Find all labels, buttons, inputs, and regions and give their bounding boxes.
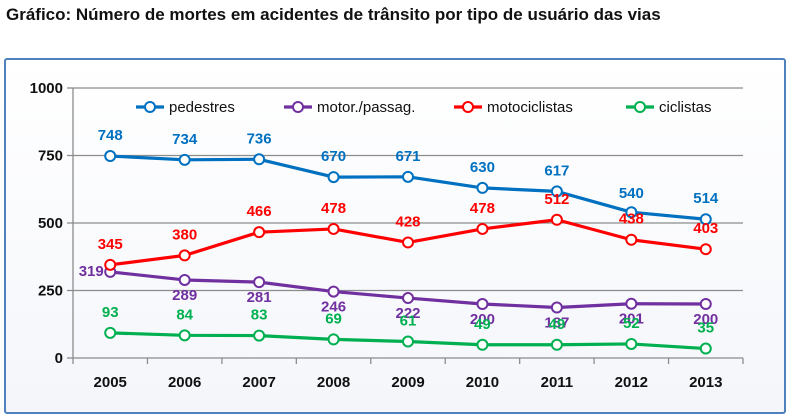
data-label: 35 <box>697 320 714 337</box>
data-label: 83 <box>251 307 268 324</box>
data-point <box>327 171 340 184</box>
chart-frame <box>4 58 786 414</box>
data-label: 380 <box>172 226 197 243</box>
data-label: 617 <box>544 162 569 179</box>
y-tick-label: 500 <box>38 215 63 232</box>
data-label: 319 <box>79 263 104 280</box>
y-tick-label: 0 <box>55 350 63 367</box>
legend-swatch-marker <box>634 101 646 113</box>
legend-swatch-marker <box>462 101 474 113</box>
data-point <box>253 276 266 289</box>
data-point <box>550 301 563 314</box>
y-tick-label: 750 <box>38 148 63 165</box>
data-point <box>550 213 563 226</box>
data-point <box>178 249 191 262</box>
legend-label: motor./passag. <box>317 99 415 116</box>
data-label: 514 <box>693 190 719 207</box>
x-tick-label: 2006 <box>168 374 201 391</box>
data-point <box>550 338 563 351</box>
x-tick-label: 2013 <box>689 374 722 391</box>
data-label: 736 <box>247 130 272 147</box>
data-point <box>402 292 414 305</box>
data-label: 478 <box>321 200 346 217</box>
x-tick-label: 2008 <box>317 374 350 391</box>
data-point <box>327 285 340 298</box>
data-label: 478 <box>470 200 495 217</box>
data-point <box>476 338 489 351</box>
data-label: 540 <box>619 185 644 202</box>
data-point <box>178 153 191 166</box>
data-point <box>699 213 712 226</box>
data-label: 512 <box>544 191 569 208</box>
data-label: 52 <box>623 315 640 332</box>
data-point <box>104 258 117 271</box>
data-label: 748 <box>98 127 123 144</box>
data-point <box>699 342 712 355</box>
data-label: 428 <box>395 213 420 230</box>
data-point <box>476 298 489 310</box>
data-point <box>402 170 414 183</box>
data-label: 49 <box>549 316 566 333</box>
data-label: 403 <box>693 220 718 237</box>
legend-swatch-marker <box>144 101 156 113</box>
data-label: 49 <box>474 316 491 333</box>
data-label: 345 <box>98 236 123 253</box>
legend-label: motociclistas <box>487 99 573 116</box>
data-label: 93 <box>102 304 119 321</box>
x-tick-label: 2005 <box>94 374 127 391</box>
legend-label: ciclistas <box>659 99 712 116</box>
data-point <box>625 337 638 350</box>
data-label: 84 <box>176 306 193 323</box>
data-point <box>178 329 191 342</box>
series-line-0 <box>110 154 706 221</box>
y-tick-label: 250 <box>38 283 63 300</box>
x-tick-label: 2011 <box>541 374 574 391</box>
x-tick-label: 2009 <box>391 374 424 391</box>
data-label: 438 <box>619 211 644 228</box>
data-label: 670 <box>321 148 346 165</box>
data-point <box>550 185 563 198</box>
x-tick-label: 2010 <box>466 374 499 391</box>
data-label: 289 <box>172 287 197 304</box>
data-label: 187 <box>544 315 569 332</box>
data-point <box>625 297 638 310</box>
x-tick-label: 2012 <box>615 374 648 391</box>
data-label: 201 <box>619 311 644 328</box>
data-point <box>178 273 191 286</box>
data-point <box>104 150 117 163</box>
data-point <box>253 226 266 239</box>
data-label: 281 <box>247 289 272 306</box>
data-point <box>625 233 638 246</box>
data-point <box>327 222 340 235</box>
data-point <box>402 335 414 348</box>
x-tick-label: 2007 <box>242 374 275 391</box>
page-title: Gráfico: Número de mortes em acidentes d… <box>6 5 661 24</box>
data-label: 466 <box>247 203 272 220</box>
data-point <box>699 298 712 310</box>
data-point <box>253 153 266 166</box>
data-point <box>104 326 117 339</box>
data-label: 671 <box>395 148 420 165</box>
data-point <box>253 329 266 342</box>
data-point <box>476 181 489 194</box>
data-point <box>327 333 340 346</box>
data-label: 630 <box>470 159 495 176</box>
data-label: 734 <box>172 131 198 148</box>
y-tick-label: 1000 <box>30 80 63 97</box>
data-label: 200 <box>470 311 495 328</box>
data-label: 69 <box>325 310 342 327</box>
data-label: 222 <box>395 305 420 322</box>
legend-label: pedestres <box>169 99 235 116</box>
data-point <box>625 206 638 219</box>
data-label: 61 <box>400 313 417 330</box>
legend-swatch-marker <box>292 101 304 113</box>
data-point <box>402 236 414 249</box>
data-point <box>476 222 489 235</box>
data-label: 246 <box>321 299 346 316</box>
data-label: 200 <box>693 311 718 328</box>
data-point <box>699 243 712 256</box>
